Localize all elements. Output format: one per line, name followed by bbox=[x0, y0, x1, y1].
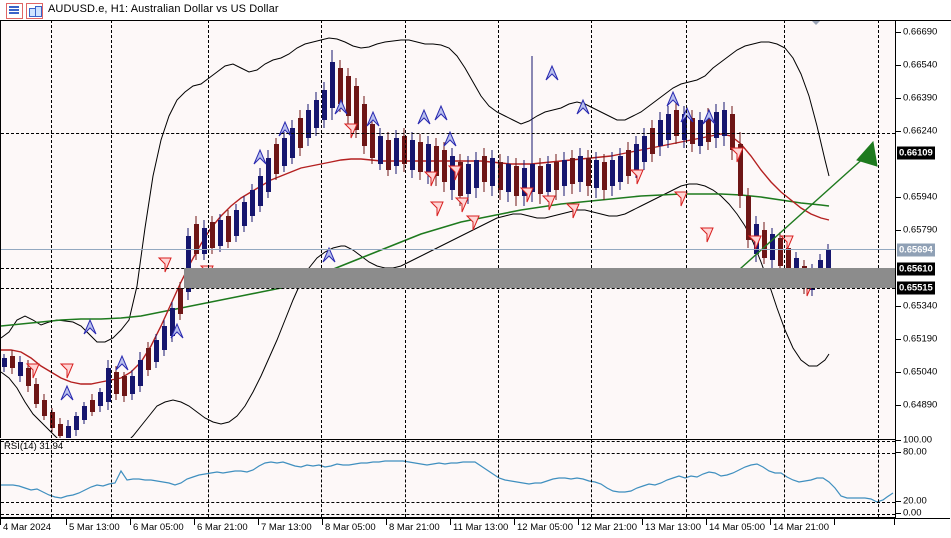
resistance-price-label: 0.66109 bbox=[897, 146, 935, 160]
time-tick-label: 11 Mar 13:00 bbox=[453, 522, 509, 533]
gridline-vertical bbox=[405, 20, 406, 438]
gridline-vertical bbox=[878, 20, 879, 438]
bollinger-upper-band bbox=[1, 37, 830, 343]
gridline-vertical bbox=[784, 20, 785, 438]
price-tick-label: 0.66240 bbox=[903, 125, 938, 137]
time-tick-label: 12 Mar 05:00 bbox=[517, 522, 573, 533]
time-tick-label: 5 Mar 13:00 bbox=[69, 522, 120, 533]
time-tick-label: 8 Mar 05:00 bbox=[325, 522, 376, 533]
rsi-tick-label: 20.00 bbox=[903, 495, 927, 507]
gridline-vertical bbox=[591, 20, 592, 438]
time-tick-label: 13 Mar 13:00 bbox=[645, 522, 701, 533]
price-tick-label: 0.64890 bbox=[903, 399, 938, 411]
bullish-forecast-arrow bbox=[720, 140, 878, 287]
gridline-vertical bbox=[591, 440, 592, 517]
time-tick-label: 14 Mar 05:00 bbox=[709, 522, 765, 533]
time-tick-label: 4 Mar 2024 bbox=[3, 522, 52, 533]
ma-slow-line bbox=[1, 193, 830, 327]
time-axis[interactable]: 4 Mar 2024 5 Mar 13:00 6 Mar 05:00 6 Mar… bbox=[0, 518, 950, 538]
time-tick-label: 12 Mar 21:00 bbox=[581, 522, 637, 533]
rsi-line-canvas bbox=[1, 460, 894, 503]
rsi-tick-label: 100.00 bbox=[903, 434, 933, 446]
bid-price-line bbox=[1, 249, 895, 250]
gridline-vertical bbox=[208, 440, 209, 517]
chart-header-bar: AUDUSD.e, H1: Australian Dollar vs US Do… bbox=[0, 0, 951, 21]
price-series-canvas bbox=[1, 37, 878, 438]
gridline-vertical bbox=[784, 440, 785, 517]
gridline-vertical bbox=[686, 440, 687, 517]
gridline-vertical bbox=[878, 440, 879, 517]
zone-top-price-label: 0.65610 bbox=[897, 262, 935, 276]
rsi-gridline-100 bbox=[1, 441, 895, 442]
gridline-vertical bbox=[111, 20, 112, 438]
price-tick-label: 0.65790 bbox=[903, 224, 938, 236]
data-window-icon[interactable] bbox=[6, 3, 23, 19]
rsi-gridline-80 bbox=[1, 453, 895, 454]
price-tick-label: 0.65040 bbox=[903, 366, 938, 378]
time-tick-label: 14 Mar 21:00 bbox=[773, 522, 829, 533]
bollinger-lower-band bbox=[1, 183, 830, 438]
resistance-line bbox=[1, 133, 895, 134]
rsi-tick-label: 0.00 bbox=[903, 507, 922, 519]
candlestick-series bbox=[2, 50, 831, 438]
gridline-vertical bbox=[51, 440, 52, 517]
price-tick-label: 0.66540 bbox=[903, 59, 938, 71]
time-tick-label: 6 Mar 05:00 bbox=[133, 522, 184, 533]
rsi-gridline-0 bbox=[1, 514, 895, 515]
price-tick-label: 0.66690 bbox=[903, 26, 938, 38]
price-tick-label: 0.66390 bbox=[903, 92, 938, 104]
gridline-vertical bbox=[405, 440, 406, 517]
support-line bbox=[1, 288, 895, 289]
gridline-vertical bbox=[321, 440, 322, 517]
zone-bottom-price-label: 0.65515 bbox=[897, 281, 935, 295]
time-tick-label: 8 Mar 21:00 bbox=[389, 522, 440, 533]
price-tick-label: 0.65190 bbox=[903, 333, 938, 345]
supply-demand-zone bbox=[184, 268, 895, 288]
rsi-label: RSI(14) 31.94 bbox=[4, 441, 64, 452]
gridline-vertical bbox=[321, 20, 322, 438]
price-chart-pane[interactable] bbox=[0, 20, 895, 438]
gridline-vertical bbox=[111, 440, 112, 517]
gridline-vertical bbox=[51, 20, 52, 438]
gridline-vertical bbox=[498, 20, 499, 438]
price-axis[interactable]: 0.66690 0.66540 0.66390 0.66240 0.65940 … bbox=[895, 20, 950, 519]
price-tick-label: 0.65940 bbox=[903, 191, 938, 203]
chart-frame: RSI(14) 31.94 0.66690 0.665 bbox=[0, 20, 950, 538]
scroll-marker-icon[interactable] bbox=[810, 20, 822, 25]
gridline-vertical bbox=[498, 440, 499, 517]
rsi-indicator-pane[interactable]: RSI(14) 31.94 bbox=[0, 439, 895, 518]
buy-signal-arrows bbox=[60, 64, 716, 401]
time-tick-label: 6 Mar 21:00 bbox=[197, 522, 248, 533]
chart-title: AUDUSD.e, H1: Australian Dollar vs US Do… bbox=[48, 3, 279, 15]
price-tick-label: 0.65340 bbox=[903, 300, 938, 312]
time-tick-label: 7 Mar 13:00 bbox=[261, 522, 312, 533]
rsi-tick-label: 80.00 bbox=[903, 446, 927, 458]
gridline-vertical bbox=[686, 20, 687, 438]
rsi-gridline-20 bbox=[1, 502, 895, 503]
bid-price-label: 0.65694 bbox=[897, 243, 935, 257]
gridline-vertical bbox=[208, 20, 209, 438]
chart-window-icon[interactable] bbox=[26, 3, 43, 19]
